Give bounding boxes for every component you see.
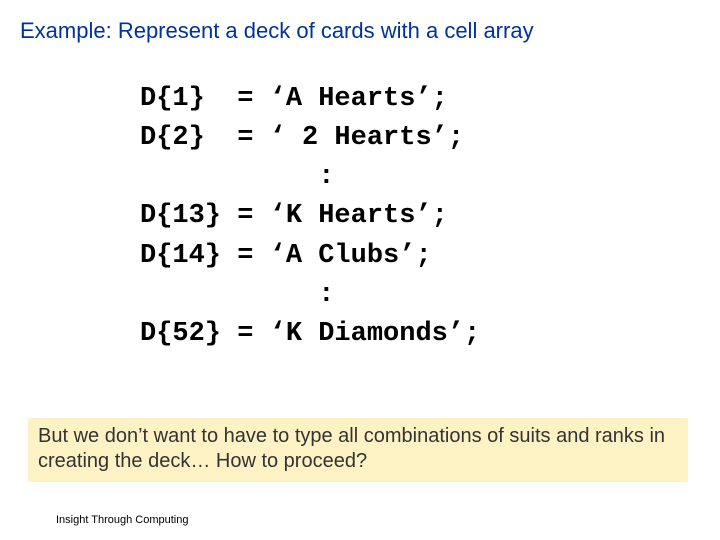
- code-line: D{14} = ‘A Clubs’;: [140, 241, 432, 271]
- code-line: D{52} = ‘K Diamonds’;: [140, 319, 480, 349]
- note-box: But we don’t want to have to type all co…: [28, 418, 688, 482]
- code-block: D{1} = ‘A Hearts’; D{2} = ‘ 2 Hearts’; :…: [140, 80, 480, 354]
- footer-text: Insight Through Computing: [56, 514, 189, 526]
- code-line: D{13} = ‘K Hearts’;: [140, 201, 448, 231]
- code-line: D{1} = ‘A Hearts’;: [140, 84, 448, 114]
- code-line: :: [140, 280, 334, 310]
- slide-title: Example: Represent a deck of cards with …: [20, 18, 534, 44]
- slide: Example: Represent a deck of cards with …: [0, 0, 720, 540]
- code-line: D{2} = ‘ 2 Hearts’;: [140, 123, 464, 153]
- code-line: :: [140, 162, 334, 192]
